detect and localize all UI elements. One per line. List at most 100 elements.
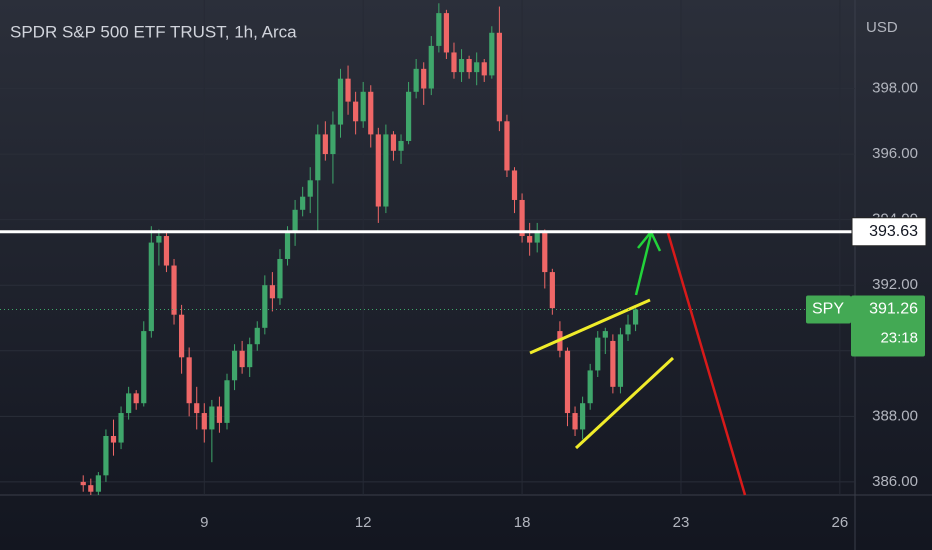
candle-body [300, 196, 306, 210]
trend-line [529, 298, 651, 355]
candle-body [632, 309, 639, 325]
candle-body [171, 265, 177, 315]
candle-body [231, 350, 238, 381]
candle-body [466, 59, 472, 73]
candle-body [345, 78, 351, 102]
candle-body [247, 344, 253, 368]
arrow [634, 233, 653, 296]
candle-body [224, 380, 230, 423]
candle-body [383, 134, 389, 207]
candle-body [572, 413, 578, 430]
candle-body [564, 350, 571, 414]
y-tick-label: 388.00 [872, 407, 918, 424]
last-price-label: 391.26 [869, 301, 918, 318]
axis-unit: USD [866, 19, 898, 36]
x-tick-label: 23 [673, 514, 690, 531]
candle-body [103, 435, 109, 476]
candle-body [489, 32, 495, 76]
x-tick-label: 12 [355, 514, 372, 531]
candles [80, 3, 639, 495]
candle-body [451, 52, 457, 73]
candle-body [186, 357, 192, 404]
candle-body [307, 180, 313, 197]
candle-body [133, 393, 139, 404]
candle-body [436, 13, 442, 46]
candle-body [428, 45, 434, 89]
chart-title: SPDR S&P 500 ETF TRUST, 1h, Arca [10, 22, 297, 41]
candle-body [504, 121, 510, 171]
candle-body [375, 134, 381, 207]
candle-body [163, 236, 170, 266]
horizontal-line-label: 393.63 [869, 223, 918, 240]
candle-body [337, 78, 344, 125]
candle-body [110, 435, 117, 443]
candle-body [284, 232, 291, 259]
price-badge [851, 295, 925, 357]
candle-body [156, 236, 162, 243]
candle-body [322, 134, 328, 155]
countdown-label: 23:18 [880, 329, 918, 346]
overlay: SPY 391.26 23:18 393.63 [0, 217, 927, 357]
candle-body [496, 32, 502, 122]
symbol-badge [806, 295, 851, 324]
candle-body [580, 403, 586, 430]
candle-body [368, 91, 374, 135]
candle-body [405, 91, 412, 141]
horizontal-line-badge [851, 217, 927, 247]
candle-body [269, 285, 275, 299]
candle-body [330, 124, 336, 155]
candle-body [216, 406, 223, 423]
candle-body [481, 62, 487, 76]
candle-body [201, 413, 207, 430]
x-tick-label: 18 [514, 514, 531, 531]
candle-body [610, 340, 616, 387]
candle-body [390, 134, 397, 151]
candle-body [209, 406, 215, 430]
candle-body [126, 393, 132, 414]
candle-body [398, 140, 404, 151]
drawings [529, 229, 747, 496]
x-tick-label: 26 [832, 514, 849, 531]
candle-body [542, 232, 548, 273]
candle-body [360, 91, 366, 122]
candle-body [254, 327, 260, 345]
candle-body [315, 134, 321, 181]
candle-body [148, 242, 154, 332]
candle-body [617, 334, 624, 387]
candle-body [421, 68, 427, 89]
candle-body [587, 370, 593, 404]
candle-body [141, 331, 147, 404]
candle-body [602, 331, 608, 338]
y-tick-label: 386.00 [872, 473, 918, 490]
candle-body [95, 475, 101, 492]
candle-body [262, 285, 268, 328]
candle-body [625, 324, 631, 335]
candle-body [595, 337, 601, 371]
symbol-label: SPY [812, 301, 844, 318]
candle-body [534, 232, 540, 243]
candle-body [194, 403, 200, 414]
candle-body [413, 68, 419, 92]
candle-body [178, 314, 185, 358]
candle-body [292, 209, 298, 233]
candle-body [88, 485, 94, 492]
candle-body [277, 258, 283, 299]
candle-body [443, 13, 450, 53]
y-tick-label: 398.00 [872, 79, 918, 96]
candle-body [527, 236, 533, 243]
trend-line [574, 356, 675, 450]
candle-body [353, 101, 359, 122]
projection-line [666, 232, 747, 496]
x-tick-label: 9 [200, 514, 208, 531]
candle-body [118, 413, 124, 443]
candle-body [458, 59, 465, 73]
candle-body [239, 350, 245, 368]
y-tick-label: 392.00 [872, 276, 918, 293]
candle-body [511, 170, 518, 200]
candle-body [549, 272, 555, 309]
y-tick-label: 396.00 [872, 145, 918, 162]
candle-body [474, 62, 480, 73]
candle-body [519, 199, 525, 237]
